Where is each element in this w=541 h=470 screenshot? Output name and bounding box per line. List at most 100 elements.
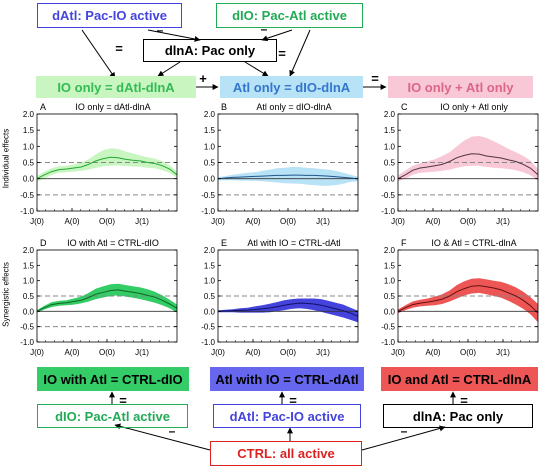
panel-e-series-line: [217, 302, 359, 317]
panel-e-x-tick-label-3: J(1): [316, 348, 330, 357]
panel-e-y-tick-label-6: 2.0: [204, 246, 216, 255]
panel-d-y-tick-label-5: 1.5: [23, 261, 35, 270]
panel-c-y-tick-label-4: 1.0: [384, 142, 396, 151]
panel-a-x-tick-label-1: A(0): [64, 217, 79, 226]
panel-e-y-tick-label-0: -1.0: [201, 338, 215, 347]
connector-dlna-to-io-only: [157, 61, 181, 77]
panel-a-letter: A: [40, 102, 46, 112]
row2-y-axis-label: Synergistic effects: [1, 262, 11, 327]
panel-d-y-tick-label-2: 0.0: [23, 307, 35, 316]
eq-bottom-right: =: [460, 392, 468, 408]
panel-d-y-tick-label-4: 1.0: [23, 277, 35, 286]
atl-only-box: Atl only = dIO-dlnA: [220, 76, 363, 98]
panel-d-x-tick-label-0: J(0): [30, 348, 44, 357]
panel-d-y-tick-label-0: -1.0: [20, 338, 34, 347]
eq-sign: =: [371, 70, 379, 86]
panel-a-title: IO only = dAtl-dlnA: [75, 102, 150, 112]
panel-b-x-tick-label-0: J(0): [211, 217, 225, 226]
panel-b-x-tick-label-3: J(1): [316, 217, 330, 226]
panel-a-y-tick-label-3: 0.5: [23, 159, 35, 168]
panel-b-letter: B: [221, 102, 227, 112]
panel-f-y-tick-label-2: 0.0: [384, 307, 396, 316]
panel-e-y-tick-label-1: -0.5: [201, 323, 215, 332]
panel-b-y-tick-label-4: 1.0: [204, 142, 216, 151]
panel-d-x-tick-label-3: J(1): [135, 348, 149, 357]
atl-with-io-box: Atl with IO = CTRL-dAtl: [210, 367, 364, 391]
panel-b-title: Atl only = dIO-dlnA: [256, 102, 331, 112]
minus-left-top: –: [156, 23, 164, 37]
panel-b-y-tick-label-6: 2.0: [204, 110, 216, 119]
panel-f-y-tick-label-6: 2.0: [384, 246, 396, 255]
panel-c-series-line: [397, 153, 539, 180]
connector-ctrl-to-dio: [114, 423, 211, 451]
io-with-atl-box: IO with Atl = CTRL-dIO: [37, 367, 189, 391]
panel-b-x-tick-label-1: A(0): [245, 217, 260, 226]
eq-left-top: =: [115, 40, 123, 56]
panel-a-x-tick-label-2: O(0): [99, 217, 115, 226]
connector-dio-to-dlna: [261, 29, 293, 42]
panel-f-y-tick-label-1: -0.5: [381, 323, 395, 332]
panel-f-uncertainty-band: [398, 278, 538, 323]
panel-c-x-tick-label-3: J(1): [496, 217, 510, 226]
panel-b-y-tick-label-3: 0.5: [204, 159, 216, 168]
panel-f-y-tick-label-5: 1.5: [384, 261, 396, 270]
connector-ctrl-to-dlna: [361, 425, 446, 451]
panel-d-y-tick-label-1: -0.5: [20, 323, 34, 332]
eq-right-top: =: [278, 45, 286, 61]
panel-d-x-tick-label-1: A(0): [64, 348, 79, 357]
plus-sign: +: [199, 70, 207, 86]
panel-f-y-tick-label-4: 1.0: [384, 277, 396, 286]
connector-dlna-to-atl-only: [244, 61, 269, 77]
panel-a-y-tick-label-2: 0.0: [23, 175, 35, 184]
io-only-box: IO only = dAtl-dlnA: [36, 76, 196, 98]
panel-d-uncertainty-band: [37, 283, 177, 313]
panel-c-uncertainty-band: [398, 136, 538, 182]
panel-c-x-tick-label-0: J(0): [391, 217, 405, 226]
eq-bottom-left: =: [119, 392, 127, 408]
panel-e-title: Atl with IO = CTRL-dAtl: [247, 238, 340, 248]
bottom-dlna-box: dlnA: Pac only: [383, 404, 533, 428]
panel-c-y-tick-label-0: -1.0: [381, 207, 395, 216]
panel-c-letter: C: [401, 102, 408, 112]
connector-datl-to-dlna: [147, 29, 201, 42]
panel-d-letter: D: [40, 238, 47, 248]
panel-d-y-tick-label-6: 2.0: [23, 246, 35, 255]
row1-y-axis-label: Individual effects: [1, 128, 11, 189]
panel-c-title: IO only + Atl only: [440, 102, 508, 112]
panel-a-series-line: [36, 156, 178, 180]
panel-a-y-tick-label-5: 1.5: [23, 126, 35, 135]
panel-f-x-tick-label-0: J(0): [391, 348, 405, 357]
both-only-box: IO only + Atl only: [388, 76, 533, 98]
panel-f-x-tick-label-2: O(0): [460, 348, 476, 357]
panel-b-series-line: [217, 174, 359, 180]
panel-e-y-tick-label-3: 0.5: [204, 292, 216, 301]
panel-a-y-tick-label-4: 1.0: [23, 142, 35, 151]
panel-f-letter: F: [401, 238, 407, 248]
panel-c-x-tick-label-1: A(0): [425, 217, 440, 226]
panel-a-x-tick-label-0: J(0): [30, 217, 44, 226]
io-and-atl-box: IO and Atl = CTRL-dlnA: [381, 367, 538, 391]
panel-c-y-tick-label-3: 0.5: [384, 159, 396, 168]
panel-f-y-tick-label-3: 0.5: [384, 292, 396, 301]
connector-dio-to-atl-only: [289, 29, 311, 77]
panel-b-y-tick-label-2: 0.0: [204, 175, 216, 184]
dlna-box: dlnA: Pac only: [143, 39, 277, 62]
panel-c-x-tick-label-2: O(0): [460, 217, 476, 226]
minus-right-top: –: [260, 22, 268, 36]
panel-b-x-tick-label-2: O(0): [280, 217, 296, 226]
panel-b-y-tick-label-0: -1.0: [201, 207, 215, 216]
panel-f-title: IO & Atl = CTRL-dlnA: [431, 238, 516, 248]
panel-e-x-tick-label-1: A(0): [245, 348, 260, 357]
panel-d-x-tick-label-2: O(0): [99, 348, 115, 357]
panel-e-x-tick-label-2: O(0): [280, 348, 296, 357]
ctrl-box: CTRL: all active: [210, 441, 362, 466]
panel-a-uncertainty-band: [37, 148, 177, 182]
connector-datl-to-io-only: [81, 29, 116, 79]
dio-box: dIO: Pac-Atl active: [216, 3, 363, 28]
panel-e-y-tick-label-2: 0.0: [204, 307, 216, 316]
panel-c-y-tick-label-5: 1.5: [384, 126, 396, 135]
panel-e-uncertainty-band: [218, 298, 358, 323]
panel-f-y-tick-label-0: -1.0: [381, 338, 395, 347]
